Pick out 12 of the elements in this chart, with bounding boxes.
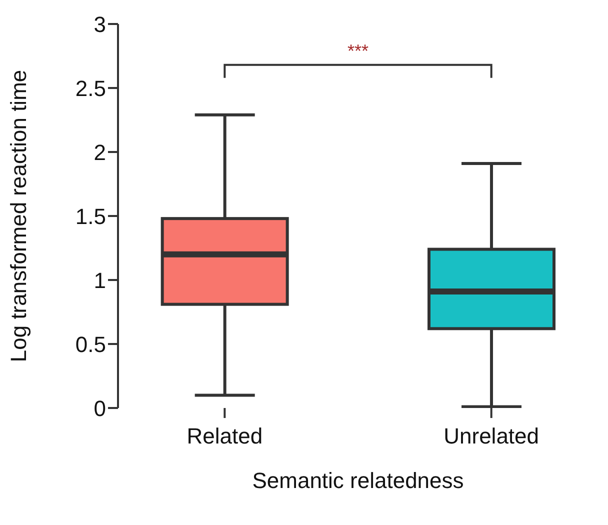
y-tick-label: 0.5	[75, 332, 106, 357]
y-tick-label: 1	[94, 268, 106, 293]
x-tick-label: Unrelated	[444, 424, 540, 449]
y-tick-label: 3	[94, 12, 106, 37]
y-tick-label: 2.5	[75, 76, 106, 101]
y-tick-label: 2	[94, 140, 106, 165]
annotation: ***	[347, 40, 369, 61]
y-tick-label: 0	[94, 396, 106, 421]
y-tick-label: 1.5	[75, 204, 106, 229]
y-axis-title: Log transformed reaction time	[6, 70, 31, 362]
x-tick-label: Related	[186, 424, 263, 449]
x-axis-title: Semantic relatedness	[252, 468, 464, 493]
